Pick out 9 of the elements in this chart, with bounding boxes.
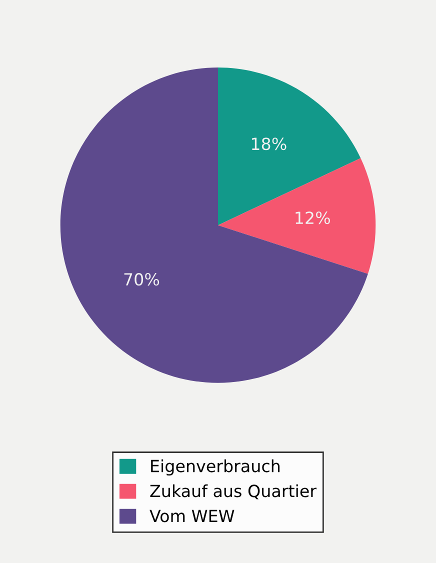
pie-slice — [60, 68, 368, 383]
pie-slice — [218, 158, 376, 274]
data-label: 18% — [252, 138, 286, 150]
pie-slice — [218, 68, 361, 226]
data-label: 70% — [124, 273, 160, 286]
data-label: 12% — [296, 211, 330, 224]
legend-label: Eigenverbrauch — [151, 459, 280, 476]
legend-label: Vom WEW — [150, 510, 234, 522]
legend-label: Zukauf aus Quartier — [150, 484, 317, 500]
